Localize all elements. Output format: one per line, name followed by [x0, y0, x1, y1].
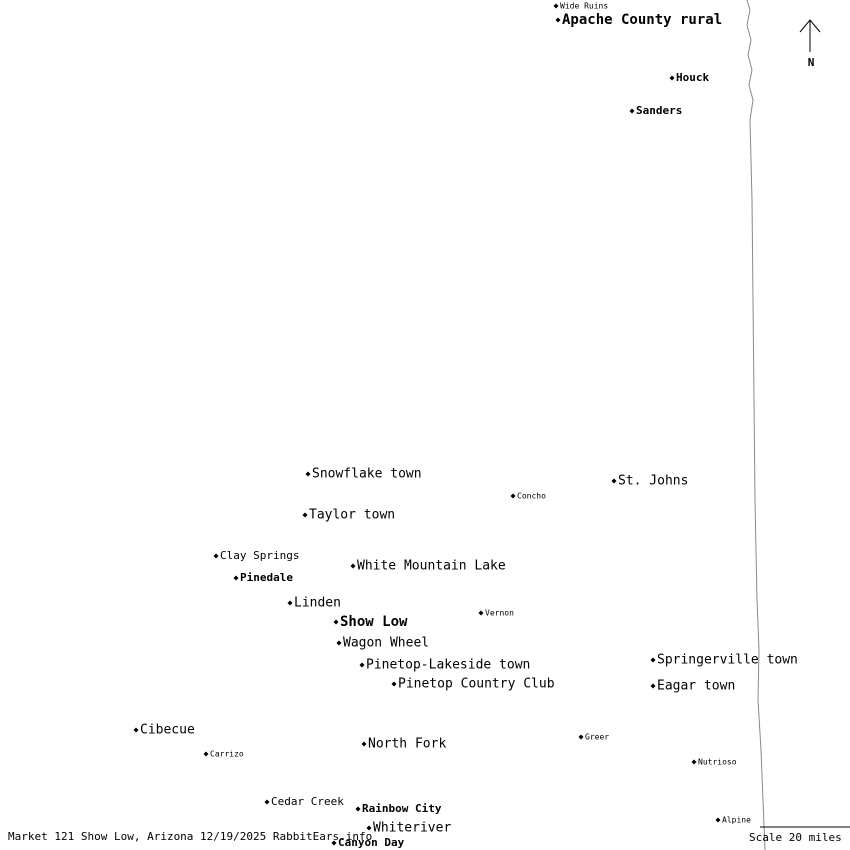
place-label: St. Johns: [618, 474, 688, 489]
place-label: Linden: [294, 596, 341, 611]
place-label: Houck: [676, 71, 709, 84]
place-label: Carrizo: [210, 750, 244, 759]
place-label: White Mountain Lake: [357, 559, 506, 574]
place-marker: [213, 553, 219, 559]
place-marker: [133, 727, 139, 733]
place-label: Sanders: [636, 104, 682, 117]
place-marker: [691, 759, 697, 765]
place-marker: [355, 806, 361, 812]
north-arrow-head: [799, 19, 821, 33]
place-marker: [715, 817, 721, 823]
scale-label: Scale 20 miles: [749, 831, 842, 844]
place-label: Show Low: [340, 614, 408, 630]
place-label: Pinedale: [240, 571, 293, 584]
place-label: Greer: [585, 733, 609, 742]
place-marker: [233, 575, 239, 581]
place-label: Nutrioso: [698, 758, 737, 767]
place-marker: [359, 662, 365, 668]
place-marker: [361, 741, 367, 747]
place-marker: [264, 799, 270, 805]
place-marker: [669, 75, 675, 81]
place-marker: [555, 17, 561, 23]
north-label: N: [808, 56, 815, 69]
place-label: Springerville town: [657, 653, 798, 668]
place-label: Wagon Wheel: [343, 636, 429, 651]
place-marker: [366, 825, 372, 831]
place-marker: [611, 478, 617, 484]
place-marker: [333, 619, 339, 625]
place-marker: [350, 563, 356, 569]
place-label: Canyon Day: [338, 836, 405, 849]
place-marker: [629, 108, 635, 114]
county-border: [746, 0, 766, 850]
place-label: North Fork: [368, 737, 446, 752]
place-marker: [287, 600, 293, 606]
place-label: Wide Ruins: [560, 2, 608, 11]
place-marker: [510, 493, 516, 499]
place-label: Alpine: [722, 816, 751, 825]
place-label: Clay Springs: [220, 549, 299, 562]
place-label: Rainbow City: [362, 802, 442, 815]
footer: Market 121 Show Low, Arizona 12/19/2025 …: [8, 830, 372, 843]
place-label: Vernon: [485, 609, 514, 618]
place-marker: [305, 471, 311, 477]
place-label: Whiteriver: [373, 821, 451, 836]
place-label: Snowflake town: [312, 467, 422, 482]
place-label: Pinetop Country Club: [398, 677, 555, 692]
place-marker: [203, 751, 209, 757]
place-label: Taylor town: [309, 508, 395, 523]
place-marker: [478, 610, 484, 616]
place-label: Eagar town: [657, 679, 735, 694]
place-marker: [336, 640, 342, 646]
place-label: Concho: [517, 492, 546, 501]
place-label: Cibecue: [140, 723, 195, 738]
place-label: Pinetop-Lakeside town: [366, 658, 530, 673]
place-marker: [391, 681, 397, 687]
place-marker: [578, 734, 584, 740]
place-marker: [302, 512, 308, 518]
place-label: Cedar Creek: [271, 795, 344, 808]
place-marker: [650, 657, 656, 663]
place-marker: [553, 3, 559, 9]
place-label: Apache County rural: [562, 12, 722, 28]
place-marker: [331, 840, 337, 846]
place-marker: [650, 683, 656, 689]
